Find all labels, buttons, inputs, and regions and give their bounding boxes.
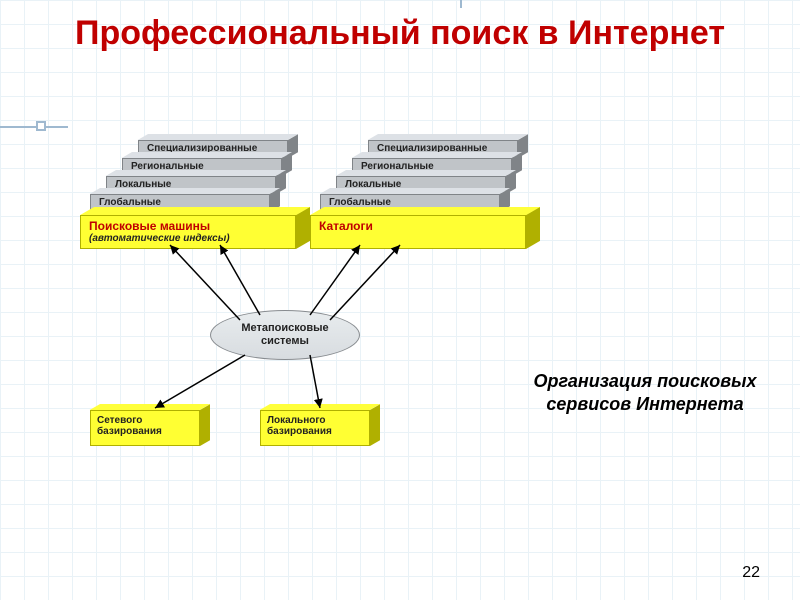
page-title: Профессиональный поиск в Интернет [0, 0, 800, 53]
page-number: 22 [742, 564, 760, 582]
diagram-caption: Организация поисковых сервисов Интернета [530, 370, 760, 417]
deco-line-horizontal [0, 126, 68, 128]
connector-arrows [70, 130, 550, 480]
diagram-container: СпециализированныеРегиональныеЛокальныеГ… [70, 130, 550, 480]
deco-square [36, 121, 46, 131]
